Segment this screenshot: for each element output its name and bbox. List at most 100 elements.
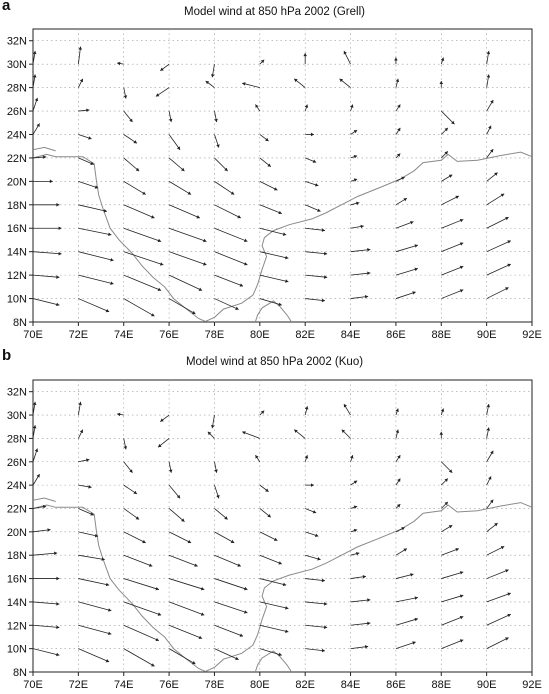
wind-arrowhead bbox=[396, 504, 401, 508]
wind-arrowhead bbox=[79, 78, 84, 83]
wind-vector bbox=[441, 639, 464, 650]
wind-arrowhead bbox=[459, 594, 464, 598]
y-tick-label: 30N bbox=[7, 410, 27, 422]
wind-arrowhead bbox=[157, 287, 162, 292]
wind-arrowhead bbox=[273, 537, 278, 541]
wind-vector bbox=[123, 181, 146, 195]
wind-vector bbox=[33, 298, 60, 306]
x-tick-label: 92E bbox=[522, 329, 542, 341]
wind-arrowhead bbox=[314, 183, 319, 187]
wind-arrowhead bbox=[353, 480, 358, 484]
wind-arrowhead bbox=[216, 494, 220, 499]
wind-arrowhead bbox=[133, 490, 137, 494]
wind-vector bbox=[259, 298, 282, 306]
wind-vector bbox=[259, 251, 289, 259]
wind-vector bbox=[214, 601, 248, 614]
wind-vector bbox=[123, 157, 140, 172]
wind-arrowhead bbox=[494, 172, 498, 176]
wind-arrowhead bbox=[401, 527, 405, 531]
wind-arrowhead bbox=[210, 424, 215, 429]
wind-arrowhead bbox=[367, 598, 371, 602]
plot-frame bbox=[32, 28, 533, 323]
wind-arrowhead bbox=[198, 287, 203, 291]
wind-vector bbox=[78, 624, 112, 635]
wind-arrowhead bbox=[33, 74, 37, 78]
wind-vector bbox=[395, 573, 414, 579]
wind-arrowhead bbox=[486, 404, 491, 408]
x-tick-label: 84E bbox=[341, 329, 361, 341]
y-tick-label: 24N bbox=[7, 480, 27, 492]
wind-vector bbox=[305, 274, 328, 278]
wind-arrowhead bbox=[210, 74, 215, 78]
wind-arrowhead bbox=[321, 298, 325, 303]
wind-arrowhead bbox=[304, 406, 309, 410]
wind-arrowhead bbox=[312, 510, 317, 514]
panel-b: b Model wind at 850 hPa 2002 (Kuo) 70E 72… bbox=[0, 347, 549, 694]
wind-vector bbox=[78, 554, 105, 560]
wind-arrowhead bbox=[203, 262, 207, 266]
wind-arrowhead bbox=[79, 429, 84, 434]
wind-arrowhead bbox=[444, 478, 448, 482]
wind-arrowhead bbox=[396, 153, 401, 157]
wind-arrowhead bbox=[36, 123, 40, 127]
wind-arrowhead bbox=[353, 178, 358, 182]
x-tick-label: 80E bbox=[250, 329, 270, 341]
x-tick-label: 88E bbox=[431, 329, 451, 341]
wind-vector bbox=[214, 227, 248, 242]
wind-arrowhead bbox=[235, 656, 239, 661]
wind-arrowhead bbox=[78, 401, 82, 406]
wind-vector bbox=[441, 594, 464, 603]
wind-vector bbox=[441, 195, 460, 206]
wind-arrowhead bbox=[353, 130, 358, 134]
wind-arrowhead bbox=[459, 571, 464, 575]
wind-arrowhead bbox=[151, 313, 155, 317]
wind-arrowhead bbox=[90, 161, 94, 165]
y-tick-label: 20N bbox=[7, 527, 27, 539]
wind-arrowhead bbox=[94, 533, 99, 538]
wind-arrowhead bbox=[303, 53, 307, 57]
wind-arrowhead bbox=[176, 146, 181, 150]
wind-arrowhead bbox=[273, 187, 278, 191]
wind-arrowhead bbox=[133, 140, 137, 144]
x-tick-label: 90E bbox=[477, 679, 497, 691]
y-tick-label: 30N bbox=[7, 59, 27, 71]
wind-arrowhead bbox=[285, 629, 289, 633]
wind-vector bbox=[168, 227, 207, 242]
wind-arrowhead bbox=[135, 167, 140, 172]
wind-vector bbox=[168, 181, 192, 195]
x-tick-label: 92E bbox=[522, 679, 542, 691]
wind-arrowhead bbox=[350, 455, 354, 459]
wind-arrowhead bbox=[505, 569, 509, 573]
wind-vector bbox=[214, 624, 244, 637]
y-tick-label: 28N bbox=[7, 83, 27, 95]
wind-vector bbox=[441, 289, 464, 299]
panel-letter-b: b bbox=[2, 347, 12, 364]
wind-arrowhead bbox=[367, 621, 371, 626]
wind-arrowhead bbox=[216, 144, 220, 148]
wind-arrowhead bbox=[397, 455, 401, 459]
wind-arrowhead bbox=[353, 528, 358, 533]
x-tick-label: 84E bbox=[341, 679, 361, 691]
wind-arrowhead bbox=[160, 418, 164, 422]
wind-arrowhead bbox=[488, 476, 492, 480]
wind-vector bbox=[486, 193, 505, 206]
wind-arrowhead bbox=[321, 648, 325, 653]
x-tick-label: 78E bbox=[205, 329, 225, 341]
wind-arrowhead bbox=[267, 163, 271, 167]
wind-arrowhead bbox=[117, 61, 121, 66]
wind-vector bbox=[123, 531, 146, 544]
wind-arrowhead bbox=[355, 551, 360, 556]
wind-vector bbox=[486, 592, 511, 603]
y-tick-label: 18N bbox=[7, 200, 27, 212]
wind-arrowhead bbox=[86, 458, 90, 462]
x-tick-label: 70E bbox=[23, 679, 43, 691]
wind-arrowhead bbox=[414, 267, 418, 272]
x-tick-label: 86E bbox=[386, 329, 406, 341]
wind-vector bbox=[440, 110, 455, 125]
wind-vector bbox=[168, 554, 198, 567]
wind-arrowhead bbox=[459, 639, 464, 643]
x-tick-label: 76E bbox=[159, 679, 179, 691]
wind-vector bbox=[168, 624, 203, 639]
wind-arrowhead bbox=[459, 242, 464, 246]
wind-arrowhead bbox=[395, 78, 400, 83]
